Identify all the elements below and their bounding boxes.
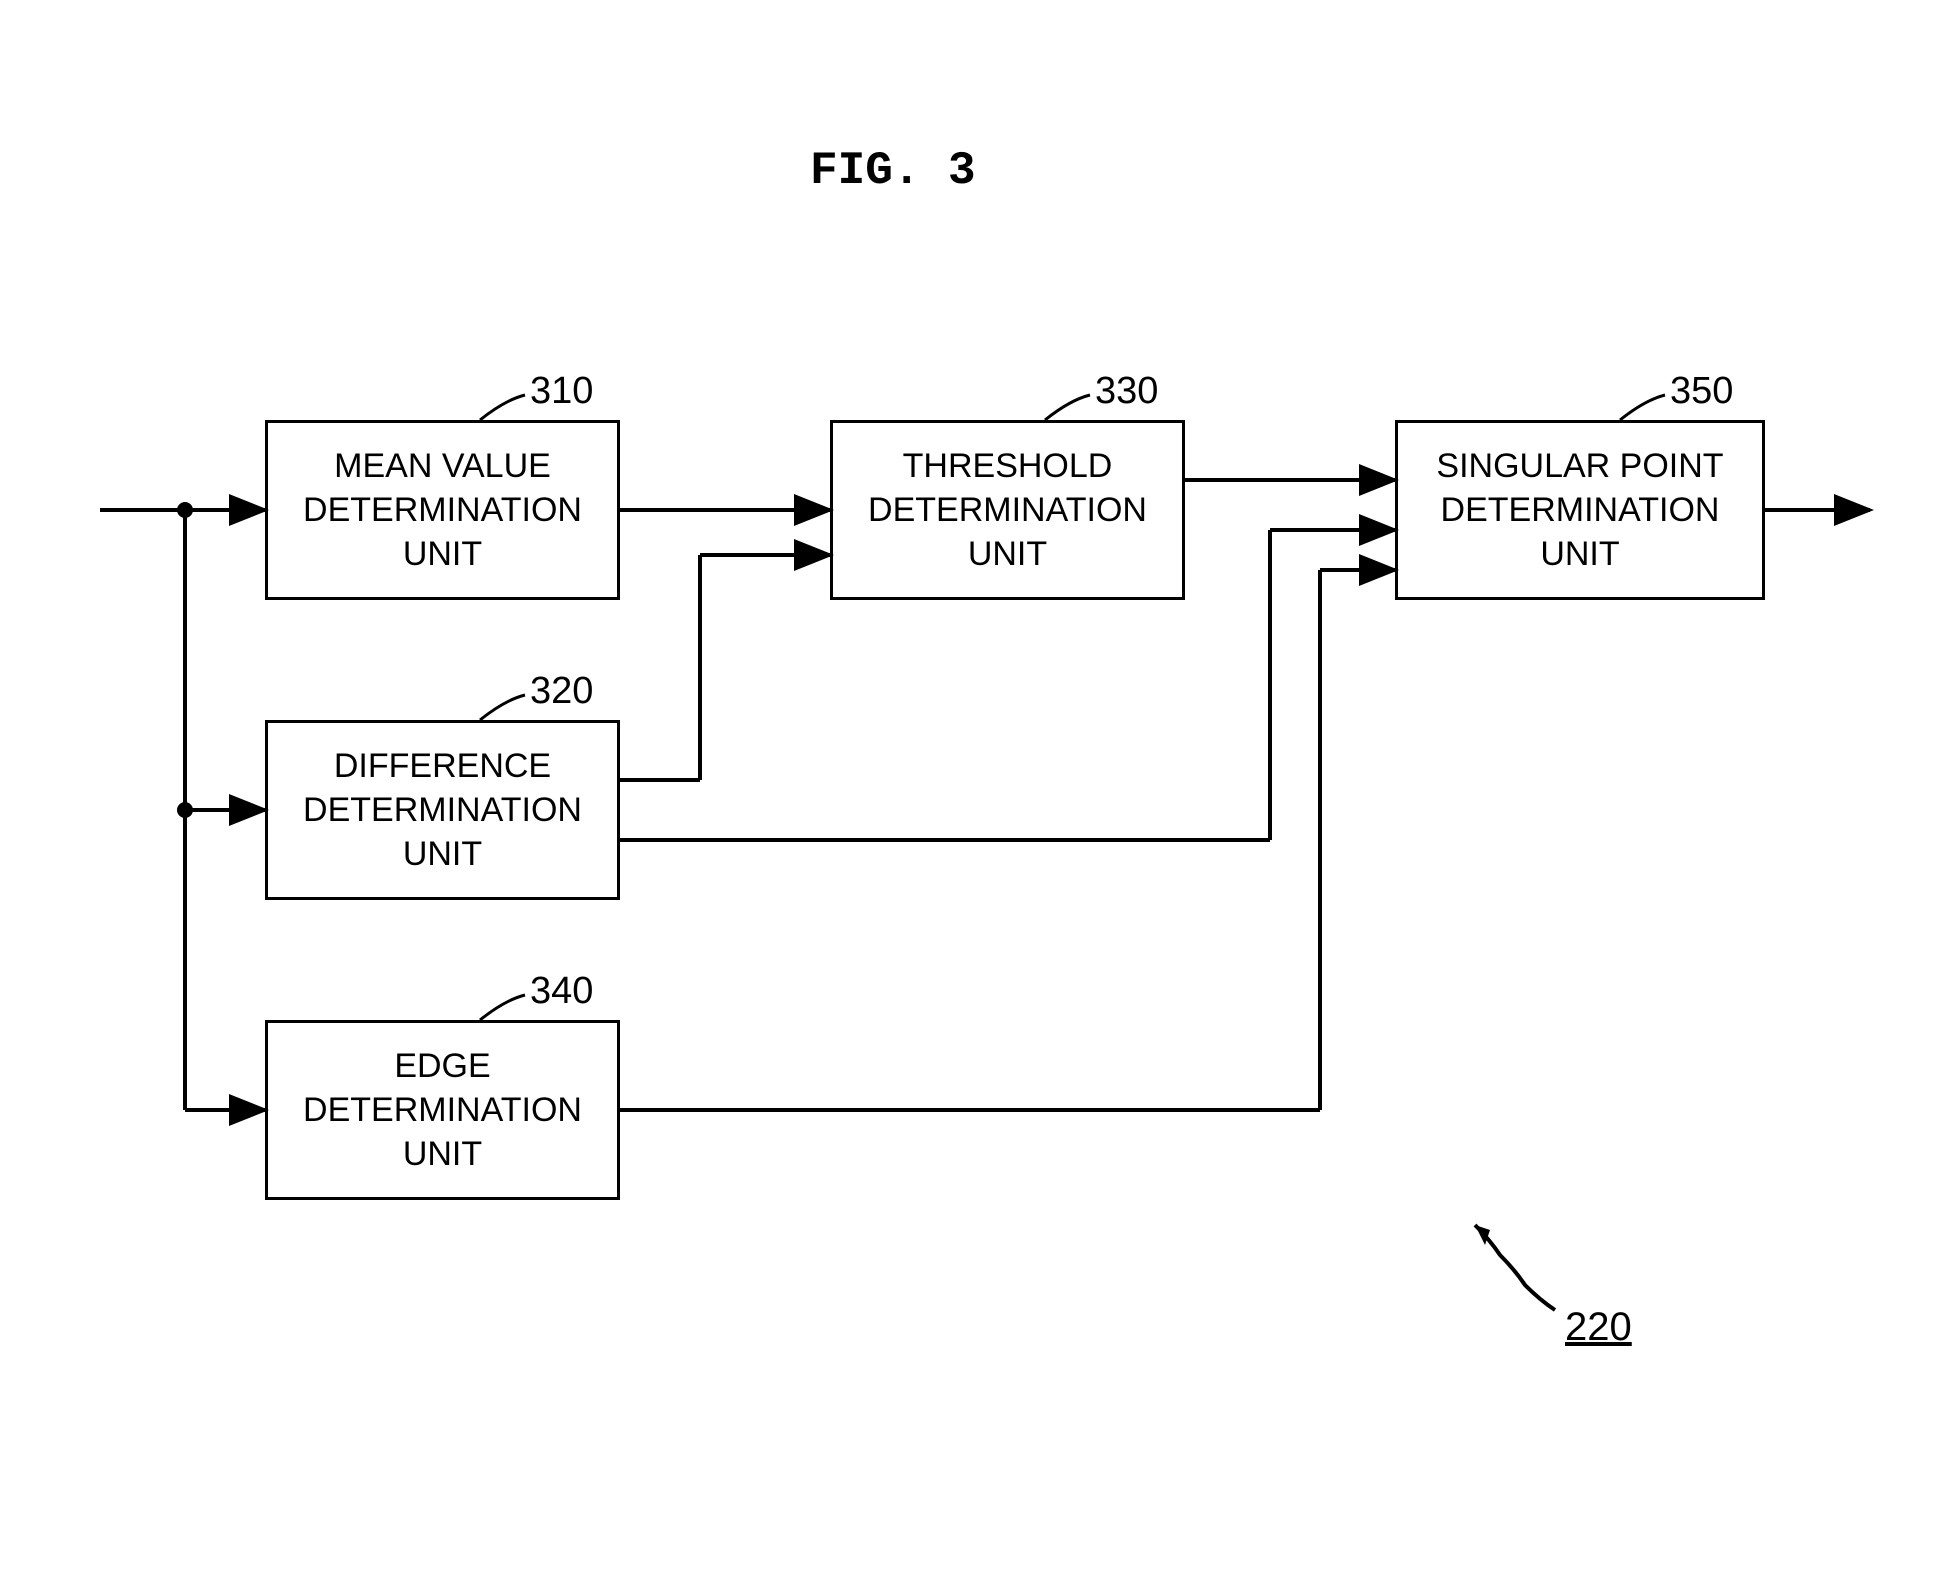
label-singular-point: 350 — [1670, 370, 1733, 413]
reference-number: 220 — [1565, 1305, 1632, 1350]
label-mean-value: 310 — [530, 370, 593, 413]
label-edge: 340 — [530, 970, 593, 1013]
block-mean-value: MEAN VALUEDETERMINATIONUNIT — [265, 420, 620, 600]
figure-title: FIG. 3 — [810, 145, 976, 197]
block-threshold: THRESHOLDDETERMINATIONUNIT — [830, 420, 1185, 600]
label-threshold: 330 — [1095, 370, 1158, 413]
label-difference: 320 — [530, 670, 593, 713]
block-difference: DIFFERENCEDETERMINATIONUNIT — [265, 720, 620, 900]
block-singular-point: SINGULAR POINTDETERMINATIONUNIT — [1395, 420, 1765, 600]
block-edge: EDGEDETERMINATIONUNIT — [265, 1020, 620, 1200]
